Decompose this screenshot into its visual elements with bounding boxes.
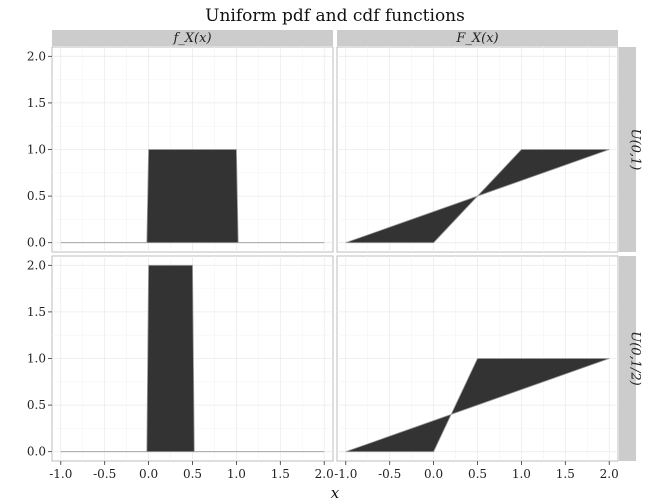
- x-tick-label: 1.5: [271, 467, 290, 481]
- series-area: [60, 149, 325, 244]
- row-strip-label: U(0,1): [628, 129, 643, 171]
- plot-layer: f_X(x) F_X(x) U(0,1) U(0,1/2) 0.0 0.5 1.0 1.5 2.…: [27, 30, 643, 481]
- column-strip: [52, 30, 333, 46]
- x-tick-label: -0.5: [378, 467, 401, 481]
- series-area: [345, 358, 610, 453]
- series-area: [60, 264, 325, 453]
- row-strip: [619, 256, 636, 461]
- y-tick-label: 1.0: [27, 143, 46, 157]
- x-tick-label: 0.5: [183, 467, 202, 481]
- x-tick-label: 1.0: [227, 467, 246, 481]
- y-tick-label: 0.5: [27, 398, 46, 412]
- chart-title: Uniform pdf and cdf functions: [205, 6, 465, 26]
- y-tick-label: 1.5: [27, 96, 46, 110]
- x-tick-label: 0.0: [139, 467, 158, 481]
- y-tick-label: 1.0: [27, 352, 46, 366]
- x-axis-title: x: [331, 484, 340, 502]
- column-strip-label: F_X(x): [455, 31, 498, 46]
- y-tick-label: 2.0: [27, 258, 46, 272]
- x-tick-label: -0.5: [93, 467, 116, 481]
- column-strip-label: f_X(x): [172, 31, 211, 46]
- y-tick-label: 0.0: [27, 445, 46, 459]
- row-strip-label: U(0,1/2): [628, 331, 643, 385]
- x-tick-label: -1.0: [334, 467, 357, 481]
- y-tick-label: 0.0: [27, 236, 46, 250]
- x-tick-label: 1.0: [512, 467, 531, 481]
- y-tick-label: 0.5: [27, 189, 46, 203]
- x-tick-label: 0.5: [468, 467, 487, 481]
- x-tick-label: 2.0: [315, 467, 334, 481]
- column-strip: [337, 30, 618, 46]
- x-tick-label: 0.0: [424, 467, 443, 481]
- row-strip: [619, 47, 636, 252]
- x-tick-label: 1.5: [556, 467, 575, 481]
- series-area: [345, 149, 610, 244]
- x-tick-label: 2.0: [600, 467, 619, 481]
- x-tick-label: -1.0: [49, 467, 72, 481]
- y-tick-label: 2.0: [27, 49, 46, 63]
- y-tick-label: 1.5: [27, 305, 46, 319]
